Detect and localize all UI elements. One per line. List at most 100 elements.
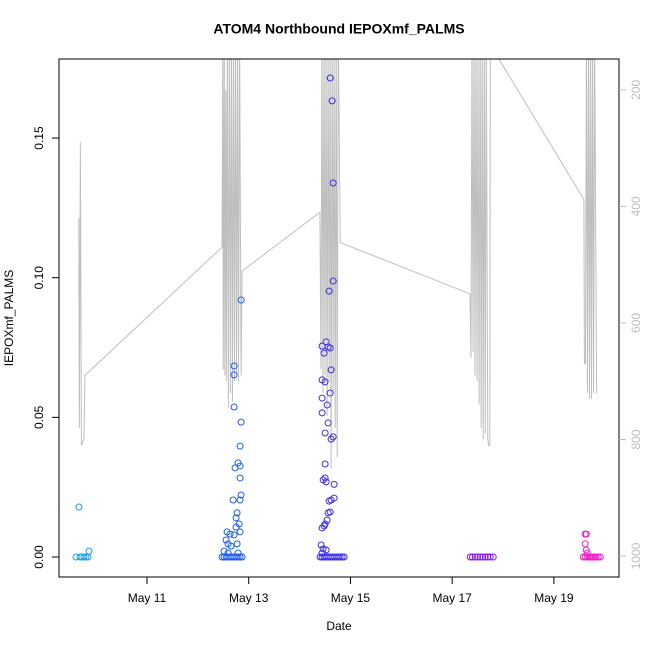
data-point [321,474,329,482]
data-point [227,542,235,550]
data-point [319,545,327,553]
data-point [238,553,246,561]
data-point [466,553,474,561]
data-point [581,540,589,548]
data-point [236,528,244,536]
data-point [226,530,234,538]
data-point [582,530,590,538]
data-point [234,549,242,557]
x-tick-label: May 15 [331,591,371,605]
data-point [229,496,237,504]
y-tick-label: 0.05 [32,405,46,429]
data-point [484,553,492,561]
data-point [321,378,329,386]
data-point [320,349,328,357]
data-point [329,179,337,187]
data-point [321,460,329,468]
data-point [469,553,477,561]
plot-frame [58,58,620,578]
data-point [232,514,240,522]
data-point [338,553,346,561]
data-point [471,553,479,561]
data-point [326,74,334,82]
data-point [330,480,338,488]
data-point [327,435,335,443]
data-point [236,553,244,561]
data-point [237,491,245,499]
data-point [326,344,334,352]
data-point [329,277,337,285]
chart-title: ATOM4 Northbound IEPOXmf_PALMS [213,21,464,37]
data-point [230,531,238,539]
data-point [324,419,332,427]
x-tick-label: May 13 [229,591,269,605]
data-point [330,494,338,502]
data-point [486,553,494,561]
data-point [323,516,331,524]
data-point [336,553,344,561]
data-point [236,496,244,504]
data-point [318,394,326,402]
y-tick-label: 0.10 [32,266,46,290]
data-point [237,296,245,304]
data-point [322,478,330,486]
data-point [325,497,333,505]
data-point [230,362,238,370]
data-point [323,401,331,409]
data-point [318,342,326,350]
data-point [582,546,590,554]
data-point [75,503,83,511]
y2-tick-label: 400 [629,196,643,216]
data-point [236,474,244,482]
y2-tick-label: 200 [629,80,643,100]
x-tick-label: May 17 [432,591,472,605]
data-point [318,524,326,532]
data-point [230,403,238,411]
y2-tick-label: 1000 [629,542,643,569]
x-tick-label: May 19 [534,591,574,605]
data-point [233,509,241,517]
data-point [232,523,240,531]
data-point [328,97,336,105]
data-point [474,553,482,561]
data-point [481,553,489,561]
y-tick-label: 0.00 [32,545,46,569]
data-point [594,553,602,561]
pressure-line [78,59,598,469]
data-point [581,553,589,561]
x-axis-label: Date [326,619,352,633]
data-point [236,442,244,450]
data-point [318,409,326,417]
data-point [324,509,332,517]
data-point [476,553,484,561]
data-point [321,429,329,437]
data-point [224,549,232,557]
data-point [234,553,242,561]
data-point [489,553,497,561]
data-point [317,541,325,549]
data-point [230,371,238,379]
data-point [318,549,326,557]
data-point [329,433,337,441]
y-axis-label: IEPOXmf_PALMS [2,270,16,366]
y-tick-label: 0.15 [32,126,46,150]
data-point [80,553,88,561]
y2-tick-label: 800 [629,429,643,449]
data-point [233,540,241,548]
data-point [327,366,335,374]
data-point [222,536,230,544]
data-point [325,287,333,295]
data-point [479,553,487,561]
data-point [340,553,348,561]
data-point [237,418,245,426]
plot-area [72,59,604,561]
y2-tick-label: 600 [629,313,643,333]
data-point [231,464,239,472]
data-point [592,553,600,561]
data-point [85,547,93,555]
data-point [326,389,334,397]
data-point [82,553,90,561]
data-point [596,553,604,561]
